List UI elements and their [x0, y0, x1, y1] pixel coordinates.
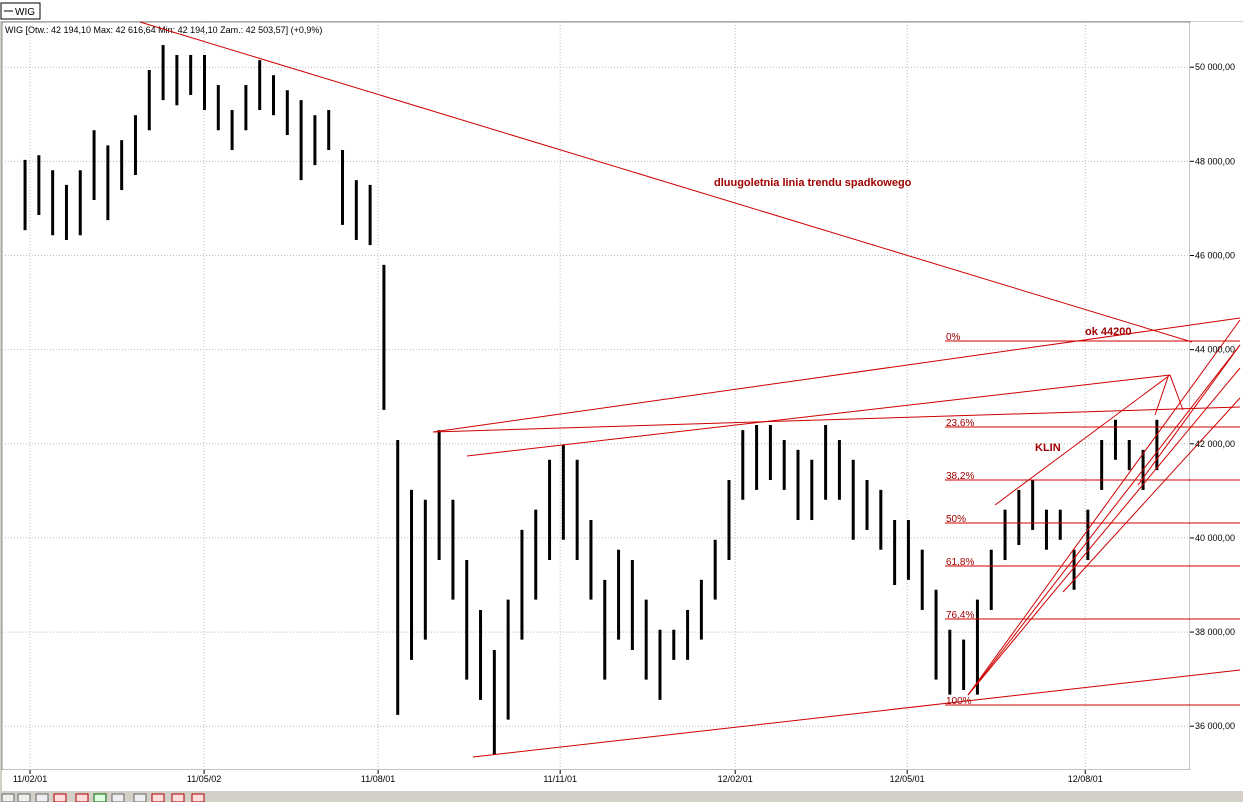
x-tick-label: 12/08/01	[1068, 774, 1103, 784]
x-tick-label: 11/02/01	[13, 774, 47, 784]
trend-line	[432, 406, 1241, 433]
wedge-line	[967, 344, 1241, 696]
fib-label: 100%	[946, 696, 972, 707]
tool-button[interactable]	[93, 793, 107, 802]
x-tick-label: 11/08/01	[361, 774, 395, 784]
axes: 36 000,00 38 000,00 40 000,00 42 000,00 44 0…	[13, 62, 1235, 784]
plot-area	[1, 21, 1191, 771]
y-tick-label: 36 000,00	[1195, 721, 1235, 731]
header: WIG [Otw.: 42 194,10 Max: 42 616,64 Min:…	[5, 25, 322, 35]
y-tick-label: 40 000,00	[1195, 533, 1235, 543]
x-tick-label: 11/11/01	[543, 774, 577, 784]
y-tick-label: 50 000,00	[1195, 62, 1235, 72]
fib-label: 38,2%	[946, 471, 974, 482]
trend-line	[432, 317, 1241, 433]
wedge-line	[1169, 374, 1184, 411]
tool-button[interactable]	[191, 793, 205, 802]
date-axis-area	[2, 770, 1243, 791]
fib-label: 0%	[946, 332, 961, 343]
tool-button[interactable]	[75, 793, 89, 802]
tool-button[interactable]	[53, 793, 67, 802]
toolbar	[0, 792, 1243, 802]
y-tick-label: 42 000,00	[1195, 439, 1235, 449]
fib-label: 76,4%	[946, 610, 974, 621]
toolbar-bg	[0, 792, 1243, 802]
tab[interactable]	[0, 2, 41, 20]
tool-button[interactable]	[133, 793, 147, 802]
tool-button[interactable]	[35, 793, 49, 802]
annotation: dluugoletnia linia trendu spadkowego	[714, 177, 912, 189]
y-tick-label: 38 000,00	[1195, 627, 1235, 637]
downtrend-line	[139, 21, 1193, 343]
tool-button[interactable]	[151, 793, 165, 802]
tool-button[interactable]	[171, 793, 185, 802]
x-tick-label: 11/05/02	[187, 774, 221, 784]
annotation: ok 44200	[1085, 326, 1131, 338]
trend-line	[466, 374, 1171, 457]
fib-label: 23,6%	[946, 418, 974, 429]
tool-button[interactable]	[17, 793, 31, 802]
tab-bar	[0, 0, 1243, 21]
x-tick-label: 12/05/01	[890, 774, 925, 784]
wedge-line	[994, 374, 1171, 506]
y-tick-label: 48 000,00	[1195, 156, 1235, 166]
x-tick-label: 12/02/01	[718, 774, 753, 784]
bars	[23, 45, 1159, 755]
wedge-line	[1062, 397, 1241, 593]
fib-label: 61,8%	[946, 557, 974, 568]
tool-button[interactable]	[111, 793, 125, 802]
grid	[2, 22, 1190, 770]
y-tick-label: 46 000,00	[1195, 250, 1235, 260]
annotation: KLIN	[1035, 442, 1061, 454]
trend-line	[472, 669, 1241, 758]
wedge-line	[967, 319, 1241, 696]
tool-button[interactable]	[1, 793, 15, 802]
y-tick-label: 44 000,00	[1195, 345, 1235, 355]
wedge-line	[967, 367, 1241, 696]
fib-label: 50%	[946, 514, 966, 525]
wedge-line	[1154, 376, 1169, 416]
wedge-line	[1137, 344, 1241, 486]
trend-lines	[139, 21, 1241, 758]
tab-label[interactable]: WIG	[15, 7, 35, 18]
